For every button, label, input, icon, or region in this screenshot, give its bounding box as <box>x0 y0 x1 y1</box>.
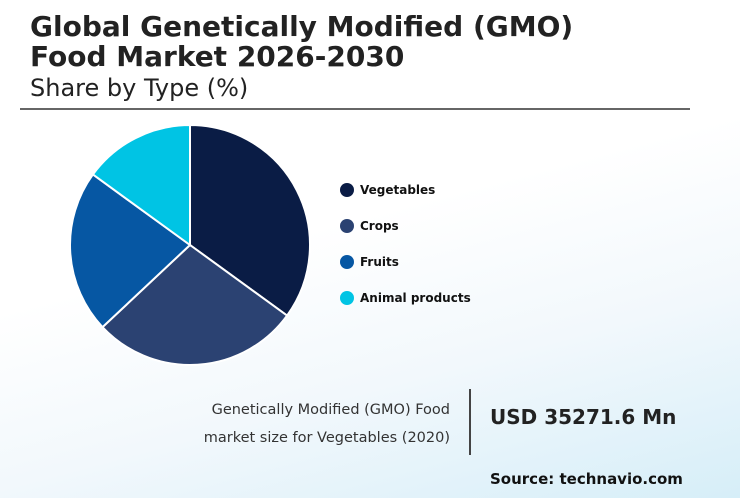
chart-subtitle: Share by Type (%) <box>30 74 249 102</box>
legend-item-animal-products: Animal products <box>340 280 471 316</box>
caption-line-2: market size for Vegetables (2020) <box>203 430 450 446</box>
pie-slice-animal-products <box>91 123 191 247</box>
legend-item-fruits: Fruits <box>340 244 471 280</box>
legend-label-crops: Crops <box>360 219 399 233</box>
pie-slice-crops <box>101 243 289 366</box>
market-size-caption: Genetically Modified (GMO) Food market s… <box>150 396 450 452</box>
pie-slice-fruits <box>69 173 192 329</box>
legend-label-fruits: Fruits <box>360 255 399 269</box>
chart-legend: Vegetables Crops Fruits Animal products <box>340 172 471 316</box>
chart-title: Global Genetically Modified (GMO) Food M… <box>30 12 573 72</box>
callout-divider <box>469 389 471 455</box>
title-divider <box>20 108 690 110</box>
legend-swatch-vegetables <box>340 183 354 197</box>
pie-chart <box>69 123 311 366</box>
source-credit: Source: technavio.com <box>490 470 683 488</box>
legend-item-crops: Crops <box>340 208 471 244</box>
chart-title-line-1: Global Genetically Modified (GMO) <box>30 10 574 43</box>
pie-slice-vegetables <box>189 123 311 317</box>
caption-line-1: Genetically Modified (GMO) Food <box>211 402 450 418</box>
legend-swatch-crops <box>340 219 354 233</box>
legend-swatch-animal-products <box>340 291 354 305</box>
chart-title-line-2: Food Market 2026-2030 <box>30 40 405 73</box>
legend-label-animal-products: Animal products <box>360 291 471 305</box>
legend-label-vegetables: Vegetables <box>360 183 436 197</box>
market-size-value: USD 35271.6 Mn <box>490 405 677 429</box>
legend-swatch-fruits <box>340 255 354 269</box>
legend-item-vegetables: Vegetables <box>340 172 471 208</box>
